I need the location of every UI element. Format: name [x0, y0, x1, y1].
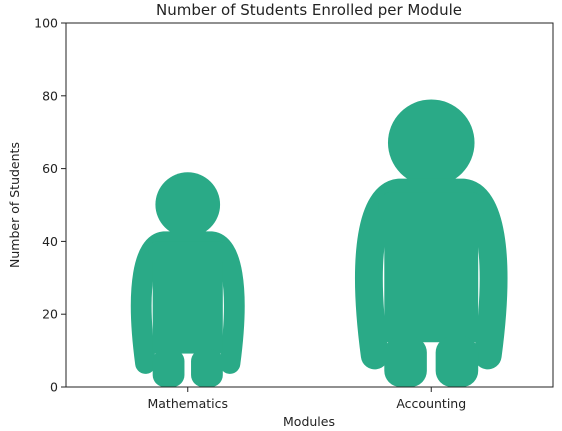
- plot-frame: [65, 22, 554, 388]
- x-tick-label: Mathematics: [147, 396, 228, 411]
- y-axis: 0 20 40 60 80 100: [34, 16, 66, 395]
- x-axis-label: Modules: [283, 414, 335, 429]
- y-axis-label: Number of Students: [7, 142, 22, 268]
- y-tick-label: 60: [42, 161, 58, 176]
- y-tick-label: 100: [34, 16, 58, 31]
- y-tick-label: 80: [42, 88, 58, 103]
- pictograph-marks: [130, 99, 508, 387]
- y-tick-label: 20: [42, 307, 58, 322]
- y-tick-label: 0: [50, 380, 58, 395]
- chart-title: Number of Students Enrolled per Module: [156, 1, 462, 19]
- person-icon-mathematics: [130, 172, 245, 387]
- x-tick-label: Accounting: [396, 396, 466, 411]
- person-icon-accounting: [355, 99, 508, 387]
- x-axis: Mathematics Accounting: [147, 387, 466, 411]
- y-tick-label: 40: [42, 234, 58, 249]
